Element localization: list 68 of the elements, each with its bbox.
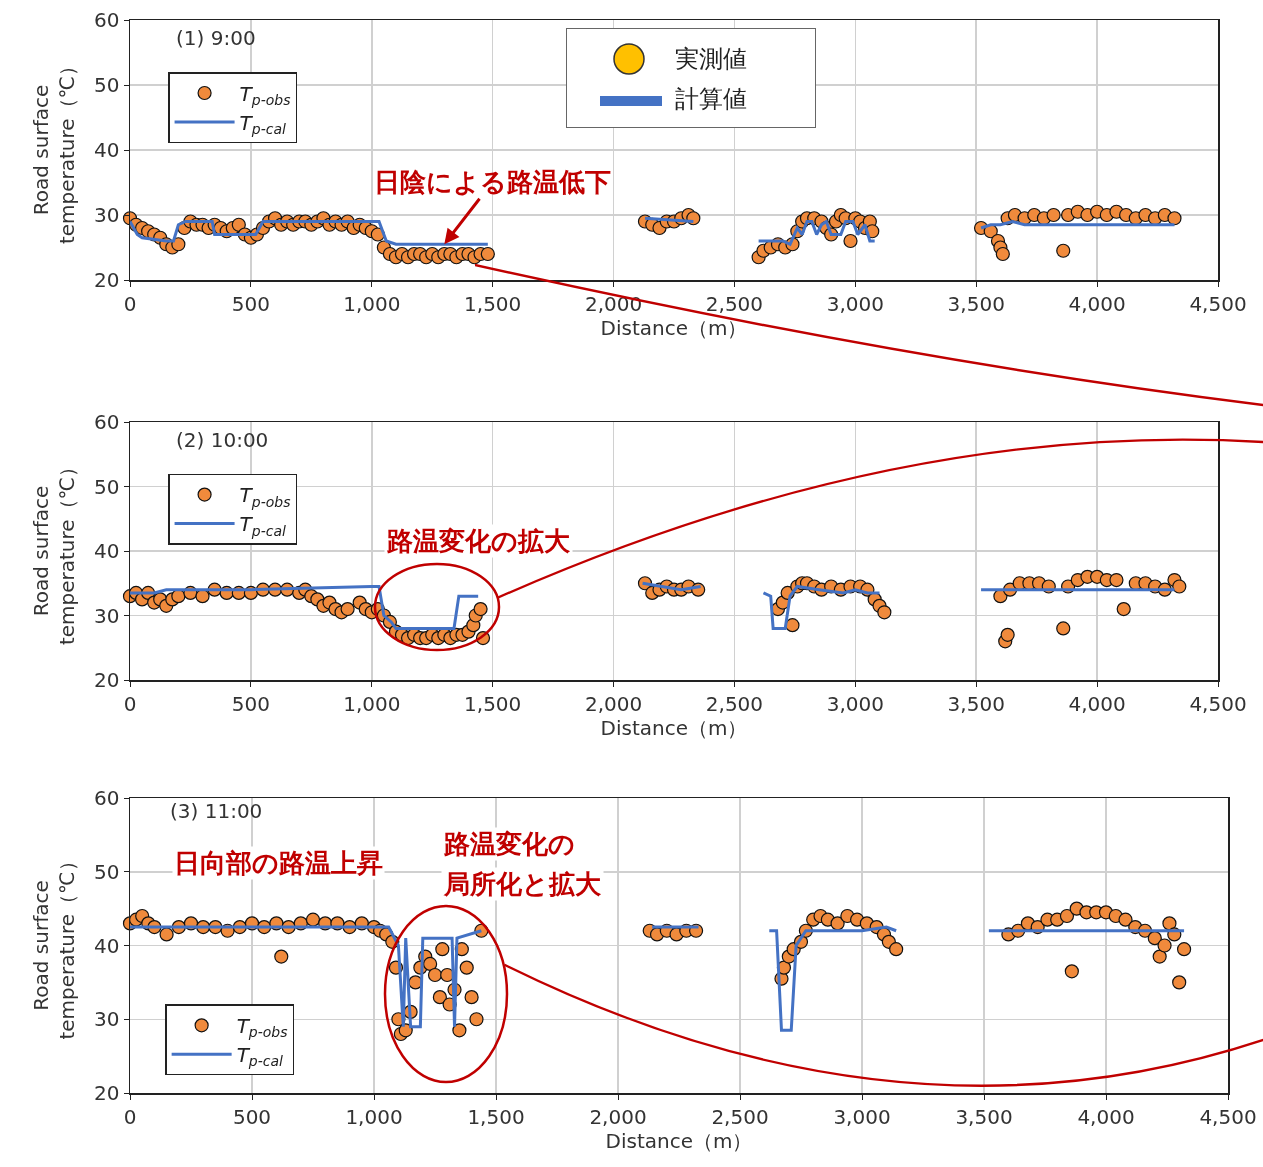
x-tick-label: 2,500 — [711, 1104, 769, 1129]
x-tick-label: 4,000 — [1068, 291, 1126, 316]
x-tick-label: 1,500 — [464, 691, 522, 716]
y-tick-label: 50 — [94, 859, 120, 884]
x-tick-label: 500 — [231, 291, 270, 316]
x-tick-label: 0 — [123, 691, 137, 716]
annotation: (3) 11:00 — [170, 799, 263, 823]
y-axis-title: Road surface temperature（℃） — [28, 55, 79, 245]
x-tick-label: 1,500 — [467, 1104, 525, 1129]
annotation: 路温変化の拡大 — [386, 526, 571, 556]
x-tick-label: 4,500 — [1199, 1104, 1257, 1129]
y-tick-label: 30 — [94, 1007, 120, 1032]
x-tick-label: 500 — [232, 1104, 272, 1129]
x-tick-label: 500 — [231, 691, 270, 716]
legend-label: T$_{p-cal}$ — [239, 512, 287, 539]
y-tick-label: 60 — [94, 410, 120, 434]
x-tick-label: 3,000 — [826, 691, 884, 716]
y-axis-title: Road surface temperature（℃） — [28, 851, 79, 1040]
x-tick-label: 2,000 — [584, 691, 643, 716]
y-tick-label: 60 — [94, 8, 120, 32]
annotation: 局所化と拡大 — [443, 869, 602, 899]
x-tick-label: 2,000 — [584, 291, 643, 316]
x-tick-label: 2,000 — [589, 1104, 647, 1129]
x-tick-label: 3,500 — [955, 1104, 1013, 1129]
annotation: (2) 10:00 — [176, 428, 269, 452]
annotation: 日陰による路温低下 — [374, 167, 611, 197]
annotation: 計算値 — [675, 84, 747, 115]
y-tick-label: 40 — [94, 539, 120, 563]
y-tick-label: 20 — [94, 668, 120, 692]
x-tick-label: 3,000 — [826, 291, 884, 316]
x-tick-label: 0 — [123, 291, 137, 316]
annotation: 日向部の路温上昇 — [174, 848, 383, 878]
y-tick-label: 30 — [94, 603, 120, 628]
x-axis-title: Distance（m） — [600, 315, 748, 340]
y-tick-label: 50 — [94, 474, 120, 499]
y-tick-label: 50 — [94, 73, 120, 97]
x-axis-title: Distance（m） — [605, 1128, 753, 1153]
x-tick-label: 4,500 — [1189, 691, 1247, 716]
x-tick-label: 0 — [123, 1104, 137, 1129]
x-tick-label: 3,500 — [947, 291, 1005, 316]
legend-label: T$_{p-cal}$ — [239, 110, 287, 137]
legend-label: T$_{p-obs}$ — [236, 1014, 288, 1041]
y-tick-label: 40 — [94, 933, 120, 958]
y-tick-label: 20 — [94, 1081, 120, 1105]
legend-frame: 実測値 計算値 — [566, 28, 816, 128]
y-tick-label: 30 — [94, 203, 120, 227]
x-tick-label: 4,000 — [1077, 1104, 1135, 1129]
x-tick-label: 2,500 — [705, 691, 764, 716]
x-tick-label: 1,000 — [343, 691, 401, 716]
annotation: (1) 9:00 — [176, 26, 256, 50]
x-tick-label: 3,000 — [833, 1104, 891, 1129]
x-axis-title: Distance（m） — [600, 715, 748, 740]
legend-label: T$_{p-obs}$ — [239, 81, 291, 108]
y-tick-label: 60 — [94, 786, 120, 810]
x-tick-label: 2,500 — [705, 291, 764, 316]
y-tick-label: 40 — [94, 138, 120, 162]
legend-label: T$_{p-cal}$ — [236, 1043, 284, 1070]
x-tick-label: 1,500 — [464, 291, 522, 316]
y-axis-title: Road surface temperature（℃） — [28, 456, 79, 646]
x-tick-label: 3,500 — [947, 691, 1005, 716]
x-tick-label: 4,500 — [1189, 291, 1247, 316]
x-tick-label: 1,000 — [343, 291, 401, 316]
x-tick-label: 4,000 — [1068, 691, 1126, 716]
annotation: 路温変化の — [443, 829, 575, 859]
y-tick-label: 20 — [94, 268, 120, 292]
x-tick-label: 1,000 — [345, 1104, 403, 1129]
annotation: 実測値 — [675, 44, 747, 75]
legend-label: T$_{p-obs}$ — [239, 483, 291, 510]
